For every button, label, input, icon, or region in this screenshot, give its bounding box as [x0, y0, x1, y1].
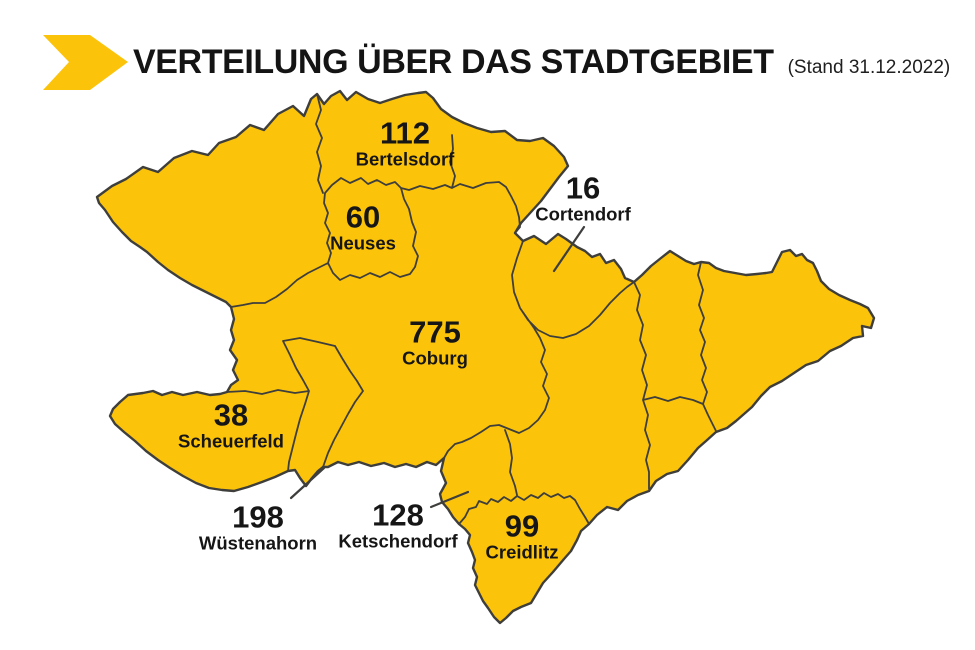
- wuestenahorn-leader-line: [289, 466, 326, 500]
- district-value: 198: [232, 499, 284, 535]
- header: VERTEILUNG ÜBER DAS STADTGEBIET (Stand 31…: [133, 40, 950, 84]
- district-label-scheuerfeld: 38 Scheuerfeld: [178, 397, 284, 454]
- district-name: Coburg: [402, 347, 468, 369]
- district-name: Wüstenahorn: [198, 532, 318, 554]
- district-value: 112: [379, 115, 431, 151]
- district-label-bertelsdorf: 112 Bertelsdorf: [355, 115, 455, 172]
- district-name: Cortendorf: [535, 203, 631, 225]
- district-value: 99: [504, 508, 540, 544]
- district-borders: [226, 93, 717, 525]
- district-value: 38: [213, 397, 249, 433]
- district-label-cortendorf: 16 Cortendorf: [535, 170, 631, 227]
- ketschendorf-leader-line: [429, 490, 470, 509]
- district-label-creidlitz: 99 Creidlitz: [485, 508, 559, 565]
- district-label-wuestenahorn: 198 Wüstenahorn: [198, 499, 318, 556]
- district-name: Creidlitz: [485, 541, 559, 563]
- district-value: 16: [565, 170, 601, 206]
- district-label-ketschendorf: 128 Ketschendorf: [338, 497, 458, 554]
- district-name: Ketschendorf: [338, 530, 458, 552]
- cortendorf-leader-line: [552, 225, 586, 273]
- district-value: 128: [372, 497, 424, 533]
- page-title: VERTEILUNG ÜBER DAS STADTGEBIET: [133, 43, 774, 81]
- district-value: 60: [345, 199, 381, 235]
- district-name: Neuses: [330, 232, 396, 254]
- district-label-coburg: 775 Coburg: [402, 314, 468, 371]
- district-name: Scheuerfeld: [178, 430, 284, 452]
- date-note: (Stand 31.12.2022): [787, 57, 951, 78]
- district-label-neuses: 60 Neuses: [330, 199, 396, 256]
- arrow-right-icon: [40, 30, 132, 94]
- district-value: 775: [409, 314, 461, 350]
- city-area-outline: [95, 89, 876, 625]
- district-name: Bertelsdorf: [355, 148, 455, 170]
